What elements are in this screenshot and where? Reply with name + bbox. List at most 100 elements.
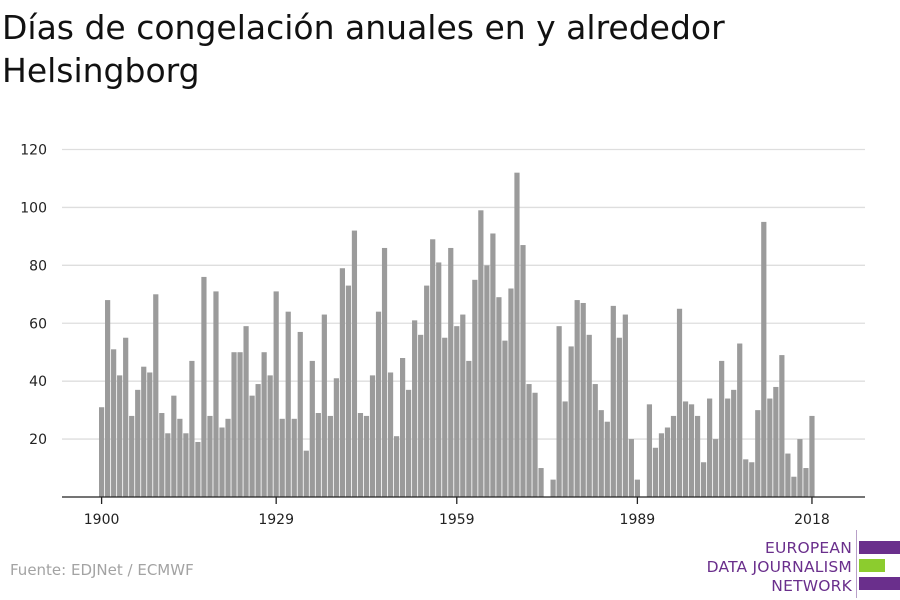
bar-1965	[490, 233, 496, 498]
x-tick-label: 2018	[794, 512, 830, 528]
bar-1910	[159, 413, 165, 497]
bar-1975	[550, 479, 556, 498]
bar-1900	[99, 407, 105, 497]
y-tick-label: 80	[29, 258, 47, 274]
bar-1914	[183, 433, 189, 497]
bar-1983	[598, 410, 604, 498]
bar-1934	[303, 450, 309, 497]
bar-series	[99, 172, 815, 498]
bar-2002	[713, 439, 719, 497]
bar-1946	[375, 311, 382, 497]
bar-2014	[785, 453, 791, 497]
bar-2015	[791, 476, 797, 497]
bar-1942	[351, 230, 358, 497]
bar-2001	[707, 398, 713, 497]
bar-1958	[448, 247, 454, 497]
bar-2003	[719, 360, 725, 497]
bar-1970	[520, 245, 526, 497]
bar-1949	[393, 436, 400, 497]
bar-1967	[502, 340, 508, 498]
bar-1924	[243, 326, 249, 497]
bar-1956	[436, 262, 442, 497]
bar-1952	[412, 320, 418, 497]
bar-1938	[327, 415, 333, 497]
logo-divider	[856, 530, 857, 598]
y-tick-label: 60	[29, 316, 47, 332]
bar-1939	[333, 378, 339, 497]
bar-1982	[592, 384, 598, 497]
bar-1915	[189, 360, 195, 497]
y-tick-label: 20	[29, 432, 47, 448]
bar-1994	[664, 427, 671, 497]
bar-1931	[285, 311, 291, 497]
bar-1984	[604, 421, 610, 497]
bar-1940	[339, 268, 345, 497]
bar-2008	[749, 462, 755, 497]
bar-1935	[309, 360, 315, 497]
bar-1943	[357, 413, 364, 497]
bar-1916	[195, 441, 201, 497]
bar-1936	[315, 413, 321, 497]
bar-1986	[616, 337, 622, 497]
bar-2007	[743, 459, 749, 497]
bar-2013	[779, 355, 785, 497]
y-axis-tick-labels: 20 40 60 80 100 120	[20, 143, 47, 449]
bar-1955	[430, 239, 436, 497]
y-tick-label: 100	[20, 200, 47, 216]
bar-1944	[363, 415, 370, 497]
x-tick-label: 1989	[620, 512, 656, 528]
bar-1959	[454, 326, 460, 497]
bar-1951	[406, 389, 412, 497]
bar-1937	[321, 314, 327, 497]
bar-1996	[676, 308, 683, 497]
bar-1930	[279, 418, 285, 497]
bar-1991	[646, 404, 653, 497]
bar-1902	[111, 349, 117, 497]
bar-1917	[201, 276, 207, 497]
bar-1953	[418, 334, 424, 497]
bar-2018	[809, 415, 815, 497]
source-credit: Fuente: EDJNet / ECMWF	[10, 561, 194, 579]
bar-2005	[731, 389, 737, 497]
bar-1906	[135, 389, 141, 497]
bar-2000	[701, 462, 707, 497]
x-tick-label: 1900	[84, 512, 120, 528]
bar-1998	[688, 404, 695, 497]
bar-2017	[803, 468, 809, 497]
bar-1978	[568, 346, 574, 497]
bar-1908	[147, 372, 153, 497]
bar-1926	[255, 384, 261, 497]
bar-2010	[761, 221, 767, 497]
bar-1988	[628, 439, 634, 497]
bar-1932	[291, 418, 297, 497]
bar-1981	[586, 334, 592, 497]
x-tick-label: 1929	[258, 512, 294, 528]
bar-1957	[442, 337, 448, 497]
bar-2004	[725, 398, 731, 497]
bar-1904	[123, 337, 129, 497]
logo-bar-middle	[859, 559, 885, 572]
bar-1960	[460, 314, 466, 497]
bar-1921	[225, 418, 231, 497]
chart-title: Días de congelación anuales en y alreded…	[2, 8, 725, 90]
bar-1973	[538, 468, 544, 497]
bar-1954	[424, 285, 430, 497]
bar-1927	[261, 352, 267, 497]
bar-1999	[694, 415, 701, 497]
bar-1971	[526, 384, 532, 497]
bar-1976	[556, 326, 562, 497]
bar-2012	[773, 386, 779, 497]
bar-1972	[532, 392, 538, 497]
bar-1923	[237, 352, 243, 497]
bar-1950	[400, 358, 406, 497]
bar-1989	[634, 479, 640, 498]
y-tick-label: 40	[29, 374, 47, 390]
bar-1964	[484, 265, 490, 497]
logo-text-network: NETWORK	[771, 577, 852, 595]
bar-1907	[141, 366, 147, 497]
bar-1905	[129, 415, 135, 497]
bar-1928	[267, 375, 273, 498]
x-tick-label: 1959	[439, 512, 475, 528]
bar-2009	[755, 410, 761, 498]
